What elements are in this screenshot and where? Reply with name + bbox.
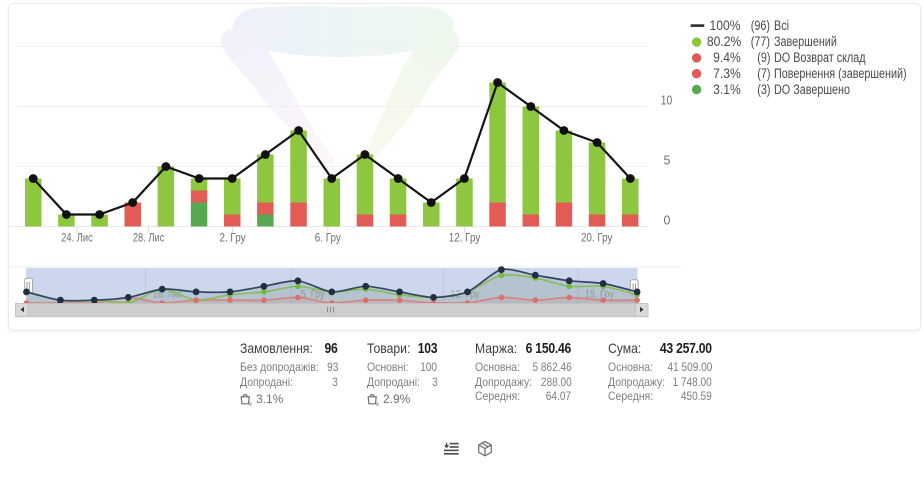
svg-text:24. Лис: 24. Лис [61,231,93,245]
svg-text:x: x [376,400,380,405]
svg-text:2. Гру: 2. Гру [220,231,246,245]
svg-text:20. Гру: 20. Гру [581,231,613,245]
svg-text:x: x [249,400,253,405]
svg-text:28. Лис: 28. Лис [133,231,165,245]
svg-text:12. Гру: 12. Гру [449,231,481,245]
svg-text:6. Гру: 6. Гру [315,231,341,245]
svg-text:0: 0 [664,214,671,228]
svg-text:5: 5 [664,154,671,168]
svg-text:12. Гру: 12. Гру [451,289,480,301]
svg-text:19. Гру: 19. Гру [585,289,614,301]
svg-text:5. Гру: 5. Гру [301,289,325,301]
svg-text:10: 10 [661,94,673,108]
